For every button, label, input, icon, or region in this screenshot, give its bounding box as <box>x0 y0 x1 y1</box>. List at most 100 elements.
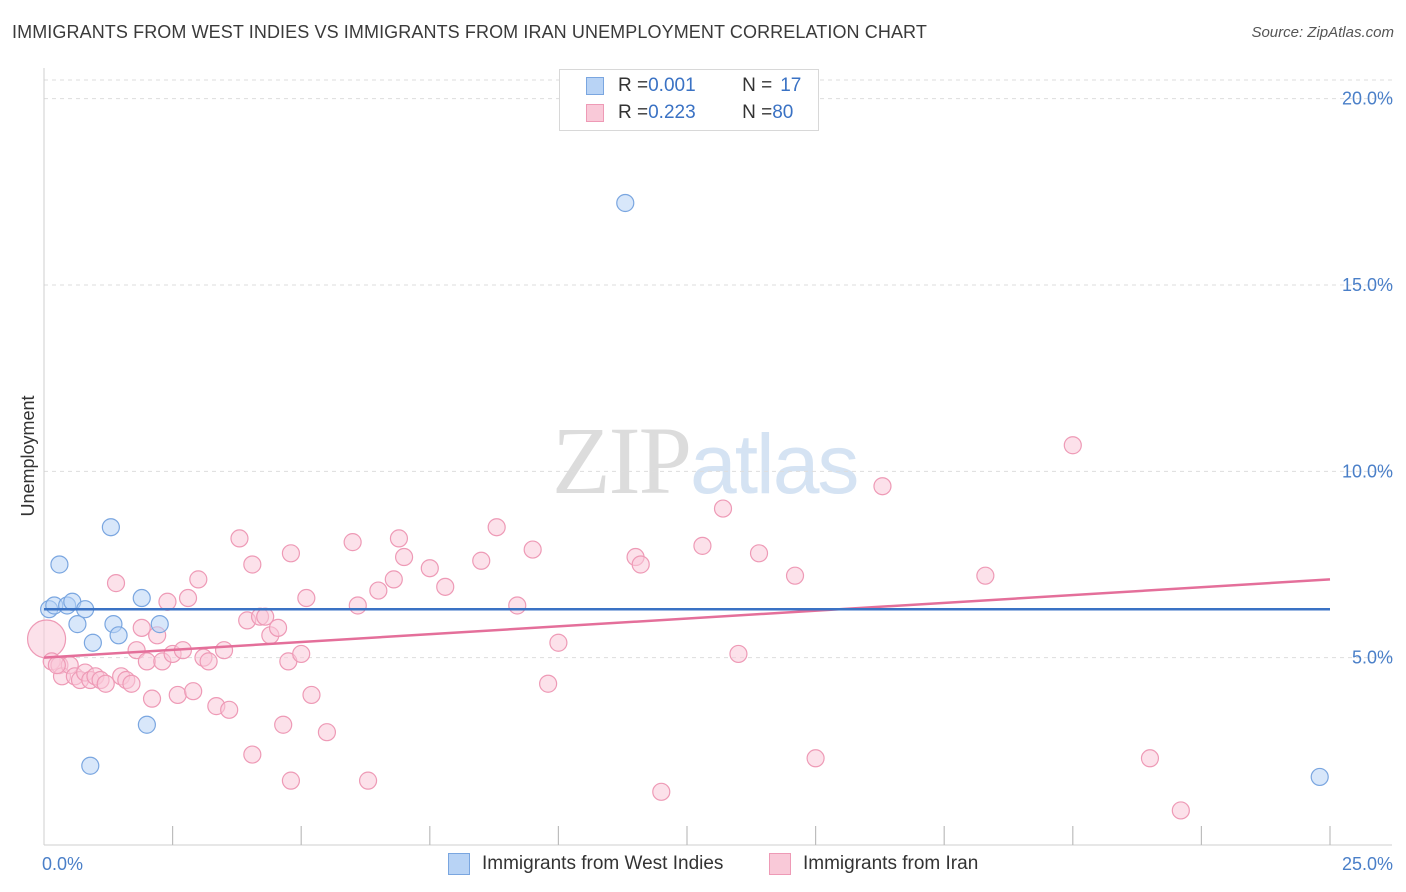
iran-point <box>297 588 316 608</box>
y-tick-label: 5.0% <box>1352 648 1393 668</box>
iran-point <box>122 674 141 693</box>
iran-point <box>132 618 151 637</box>
west-indies-point <box>616 193 635 213</box>
legend-n-value: 17 <box>780 75 802 96</box>
iran-point <box>523 540 542 559</box>
iran-point <box>281 544 301 563</box>
iran-point <box>47 656 66 675</box>
iran-point <box>713 499 733 518</box>
iran-point <box>142 689 162 708</box>
y-tick-label: 15.0% <box>1342 275 1393 295</box>
iran-point <box>384 570 403 589</box>
iran-point <box>230 529 249 548</box>
legend-swatch-iran <box>586 104 604 122</box>
legend-n-label: N = <box>742 75 773 96</box>
iran-point <box>1171 801 1190 820</box>
legend-row-iran: R = 0.223 N = 80 <box>586 101 793 125</box>
bottom-legend-swatch-west-indies <box>448 853 470 875</box>
west-indies-point <box>1310 767 1329 787</box>
iran-point <box>199 652 218 671</box>
iran-point <box>178 588 198 608</box>
iran-point <box>243 745 262 764</box>
legend-n-value: 80 <box>772 102 794 123</box>
x-tick-label: 25.0% <box>1342 854 1393 874</box>
iran-point <box>785 566 805 585</box>
iran-point <box>436 577 455 596</box>
iran-point <box>348 596 367 615</box>
west-indies-point <box>150 615 169 634</box>
west-indies-point <box>83 633 102 652</box>
x-tick-label: 0.0% <box>42 854 83 874</box>
iran-point <box>652 782 671 801</box>
bottom-legend-west-indies: Immigrants from West Indies <box>448 852 723 876</box>
iran-point <box>26 619 67 659</box>
iran-point <box>158 592 177 611</box>
y-tick-label: 10.0% <box>1342 461 1393 481</box>
west-indies-point <box>137 715 156 734</box>
iran-point <box>1140 749 1160 768</box>
bottom-legend-label-west-indies: Immigrants from West Indies <box>482 853 724 874</box>
iran-point <box>274 715 293 734</box>
iran-point <box>184 682 203 701</box>
y-tick-label: 20.0% <box>1342 89 1393 109</box>
legend-r-label: R = <box>618 75 649 96</box>
legend-r-value: 0.223 <box>648 102 696 123</box>
watermark-zip: ZIP <box>552 407 692 514</box>
iran-point <box>214 641 234 660</box>
iran-point <box>268 618 288 637</box>
iran-point <box>96 674 115 693</box>
west-indies-point <box>109 626 128 645</box>
iran-point <box>873 477 892 496</box>
iran-point <box>806 749 825 768</box>
iran-point <box>420 559 439 578</box>
watermark-atlas: atlas <box>690 417 859 511</box>
legend-swatch-west-indies <box>586 77 604 95</box>
iran-point <box>394 547 414 567</box>
bottom-legend-swatch-iran <box>769 853 791 875</box>
iran-point <box>729 644 748 664</box>
iran-point <box>317 723 337 742</box>
iran-point <box>508 596 527 615</box>
iran-point <box>127 641 146 660</box>
iran-point <box>358 771 378 790</box>
iran-trend-line <box>43 578 1331 659</box>
iran-point <box>472 551 491 570</box>
iran-point <box>189 570 208 589</box>
legend-row-west-indies: R = 0.001 N = 17 <box>586 74 801 98</box>
iran-point <box>220 700 239 719</box>
west-indies-point <box>132 588 151 608</box>
west-indies-point <box>101 518 120 537</box>
iran-point <box>1063 436 1082 455</box>
iran-point <box>487 518 506 537</box>
iran-point <box>106 574 126 593</box>
legend-r-label: R = <box>618 102 649 123</box>
iran-point <box>243 555 262 574</box>
iran-point <box>168 685 187 705</box>
watermark: ZIPatlas <box>552 405 859 516</box>
west-indies-point <box>68 615 87 634</box>
iran-point <box>343 533 362 552</box>
iran-point <box>137 652 156 671</box>
iran-point <box>549 633 568 652</box>
source-label: Source: ZipAtlas.com <box>1251 24 1394 41</box>
iran-point <box>302 685 321 705</box>
iran-point <box>539 674 558 693</box>
west-indies-point <box>50 555 69 574</box>
bottom-legend-label-iran: Immigrants from Iran <box>803 853 979 874</box>
legend-n-label: N = <box>742 102 773 123</box>
iran-point <box>693 536 712 555</box>
chart-title: IMMIGRANTS FROM WEST INDIES VS IMMIGRANT… <box>12 22 927 42</box>
west-indies-point <box>81 756 100 775</box>
stats-legend: R = 0.001 N = 17 R = 0.223 N = 80 <box>559 69 819 131</box>
iran-point <box>749 544 769 563</box>
y-axis-label: Unemployment <box>18 395 38 516</box>
iran-point <box>369 581 388 600</box>
bottom-legend-iran: Immigrants from Iran <box>769 852 978 876</box>
iran-point <box>631 555 650 574</box>
iran-point <box>389 529 409 548</box>
iran-point <box>292 644 311 664</box>
iran-point <box>976 566 995 585</box>
legend-r-value: 0.001 <box>648 75 696 96</box>
iran-point <box>281 771 301 790</box>
